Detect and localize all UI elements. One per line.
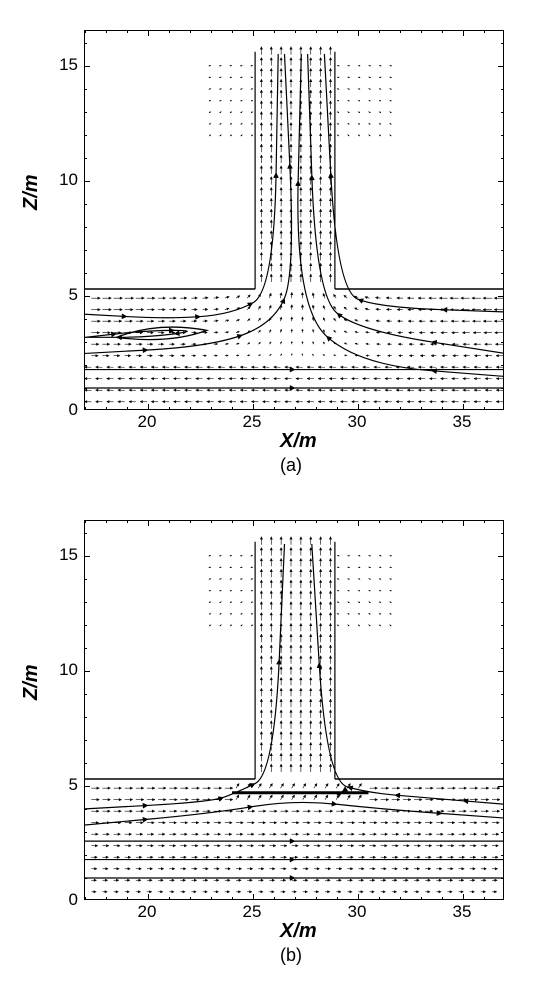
y-tick-label: 5 — [48, 775, 78, 795]
x-tick-label: 20 — [132, 412, 162, 432]
y-tick-label: 10 — [48, 170, 78, 190]
y-tick-label: 0 — [48, 400, 78, 420]
figure-b: Z/m X/m (b) 0 5 10 15 20 25 30 35 — [0, 500, 548, 990]
x-tick-label: 25 — [237, 412, 267, 432]
y-tick-label: 10 — [48, 660, 78, 680]
x-tick-label: 25 — [237, 902, 267, 922]
x-tick-label: 35 — [447, 902, 477, 922]
y-axis-label: Z/m — [20, 174, 43, 210]
subfigure-label: (b) — [280, 945, 302, 966]
y-tick-label: 5 — [48, 285, 78, 305]
y-tick-label: 15 — [48, 545, 78, 565]
subfigure-label: (a) — [280, 455, 302, 476]
y-tick-label: 0 — [48, 890, 78, 910]
x-tick-label: 20 — [132, 902, 162, 922]
plot-area-a — [84, 30, 504, 410]
plot-vectors — [85, 31, 504, 410]
x-tick-label: 30 — [342, 902, 372, 922]
x-axis-label: X/m — [280, 430, 317, 453]
plot-vectors — [85, 521, 504, 900]
figure-a: Z/m X/m (a) 0 5 10 15 20 25 30 35 — [0, 10, 548, 490]
x-tick-label: 30 — [342, 412, 372, 432]
x-axis-label: X/m — [280, 920, 317, 943]
x-tick-label: 35 — [447, 412, 477, 432]
y-tick-label: 15 — [48, 55, 78, 75]
y-axis-label: Z/m — [20, 664, 43, 700]
plot-area-b — [84, 520, 504, 900]
